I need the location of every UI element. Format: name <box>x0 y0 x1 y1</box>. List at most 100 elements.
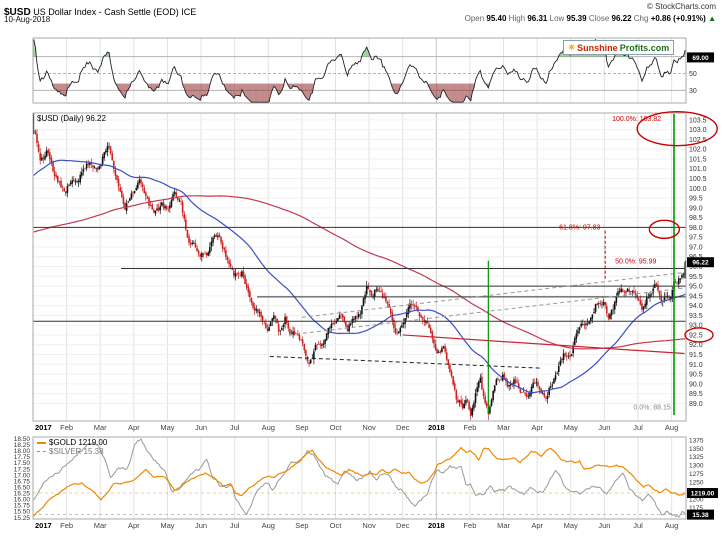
svg-text:Jun: Jun <box>598 423 610 432</box>
high-label: High <box>508 14 526 23</box>
logo-text-profits: Profits.com <box>619 42 670 53</box>
svg-text:94.5: 94.5 <box>689 293 703 300</box>
gold-silver-legend: $GOLD 1219.00 $SILVER 15.38 <box>37 438 107 456</box>
chart-title: US Dollar Index - Cash Settle (EOD) ICE <box>30 7 197 17</box>
svg-text:Jun: Jun <box>598 521 610 530</box>
svg-text:92.5: 92.5 <box>689 332 703 339</box>
svg-text:100.5: 100.5 <box>689 176 707 183</box>
svg-text:2018: 2018 <box>428 521 445 530</box>
svg-text:Aug: Aug <box>262 423 275 432</box>
svg-text:Mar: Mar <box>497 521 510 530</box>
silver-legend-label: $SILVER 15.38 <box>49 447 104 456</box>
svg-text:Jun: Jun <box>195 423 207 432</box>
svg-text:2017: 2017 <box>35 423 52 432</box>
svg-text:Oct: Oct <box>330 423 343 432</box>
svg-text:May: May <box>160 423 174 432</box>
svg-text:Dec: Dec <box>396 521 410 530</box>
svg-text:2018: 2018 <box>428 423 445 432</box>
svg-text:15.75: 15.75 <box>14 503 31 510</box>
svg-text:18.25: 18.25 <box>14 442 31 449</box>
svg-text:97.0: 97.0 <box>689 244 703 251</box>
svg-text:Oct: Oct <box>330 521 343 530</box>
svg-text:Apr: Apr <box>531 423 543 432</box>
svg-text:17.50: 17.50 <box>14 460 31 467</box>
svg-text:98.5: 98.5 <box>689 215 703 222</box>
svg-text:Apr: Apr <box>128 423 140 432</box>
svg-text:17.25: 17.25 <box>14 466 31 473</box>
svg-text:Sep: Sep <box>295 521 308 530</box>
svg-text:Jul: Jul <box>230 423 240 432</box>
svg-text:17.00: 17.00 <box>14 472 31 479</box>
svg-text:1175: 1175 <box>689 505 703 512</box>
svg-text:Apr: Apr <box>531 521 543 530</box>
svg-text:16.75: 16.75 <box>14 478 31 485</box>
svg-text:102.5: 102.5 <box>689 137 707 144</box>
svg-text:95.0: 95.0 <box>689 284 703 291</box>
chg-value: +0.86 (+0.91%) <box>650 14 706 23</box>
svg-text:Aug: Aug <box>262 521 275 530</box>
svg-text:May: May <box>564 521 578 530</box>
svg-text:50.0%: 95.99: 50.0%: 95.99 <box>615 259 656 266</box>
svg-text:100.0%: 103.82: 100.0%: 103.82 <box>612 116 661 123</box>
svg-text:Nov: Nov <box>362 423 376 432</box>
svg-text:69.00: 69.00 <box>692 55 709 62</box>
silver-swatch-icon <box>37 451 46 453</box>
svg-text:16.50: 16.50 <box>14 484 31 491</box>
svg-text:90.0: 90.0 <box>689 381 703 388</box>
sun-icon: ☀ <box>568 43 576 52</box>
svg-text:90.5: 90.5 <box>689 372 703 379</box>
svg-text:1375: 1375 <box>689 437 704 444</box>
svg-text:17.75: 17.75 <box>14 454 31 461</box>
svg-text:99.5: 99.5 <box>689 196 703 203</box>
svg-text:1200: 1200 <box>689 496 704 503</box>
svg-text:103.0: 103.0 <box>689 127 707 134</box>
gold-legend-label: $GOLD 1219.00 <box>49 438 108 447</box>
chart-date: 10-Aug-2018 <box>4 15 51 24</box>
svg-text:89.0: 89.0 <box>689 401 703 408</box>
close-label: Close <box>588 14 610 23</box>
svg-text:Jul: Jul <box>633 521 643 530</box>
svg-text:93.5: 93.5 <box>689 313 703 320</box>
svg-text:100.0: 100.0 <box>689 186 707 193</box>
svg-text:Dec: Dec <box>396 423 410 432</box>
silver-legend-row: $SILVER 15.38 <box>37 447 107 456</box>
sunshineprofits-logo[interactable]: ☀ Sunshine Profits.com <box>563 40 675 55</box>
svg-text:Mar: Mar <box>497 423 510 432</box>
open-value: 95.40 <box>486 14 507 23</box>
svg-text:94.0: 94.0 <box>689 303 703 310</box>
svg-text:15.50: 15.50 <box>14 509 31 516</box>
svg-text:103.5: 103.5 <box>689 117 707 124</box>
svg-text:1350: 1350 <box>689 446 704 453</box>
logo-text-sunshine: Sunshine <box>577 42 618 53</box>
svg-text:Jul: Jul <box>230 521 240 530</box>
svg-text:91.5: 91.5 <box>689 352 703 359</box>
stockcharts-credit[interactable]: © StockCharts.com <box>646 2 716 11</box>
svg-text:99.0: 99.0 <box>689 205 703 212</box>
low-value: 95.39 <box>566 14 587 23</box>
svg-text:2017: 2017 <box>35 521 52 530</box>
svg-text:15.25: 15.25 <box>14 515 31 522</box>
svg-text:102.0: 102.0 <box>689 147 707 154</box>
svg-text:Feb: Feb <box>463 521 476 530</box>
svg-text:May: May <box>160 521 174 530</box>
svg-text:1325: 1325 <box>689 454 704 461</box>
svg-text:93.0: 93.0 <box>689 323 703 330</box>
chg-label: Chg <box>633 14 649 23</box>
svg-text:Nov: Nov <box>362 521 376 530</box>
svg-text:89.5: 89.5 <box>689 391 703 398</box>
svg-text:Apr: Apr <box>128 521 140 530</box>
svg-text:95.5: 95.5 <box>689 274 703 281</box>
svg-text:1275: 1275 <box>689 471 704 478</box>
svg-text:96.0: 96.0 <box>689 264 703 271</box>
svg-text:May: May <box>564 423 578 432</box>
close-value: 96.22 <box>611 14 632 23</box>
svg-text:98.0: 98.0 <box>689 225 703 232</box>
svg-text:Mar: Mar <box>94 423 107 432</box>
svg-text:97.5: 97.5 <box>689 235 703 242</box>
svg-text:Mar: Mar <box>94 521 107 530</box>
svg-text:0.0%: 88.15: 0.0%: 88.15 <box>633 404 670 411</box>
svg-text:101.5: 101.5 <box>689 156 707 163</box>
svg-text:101.0: 101.0 <box>689 166 707 173</box>
